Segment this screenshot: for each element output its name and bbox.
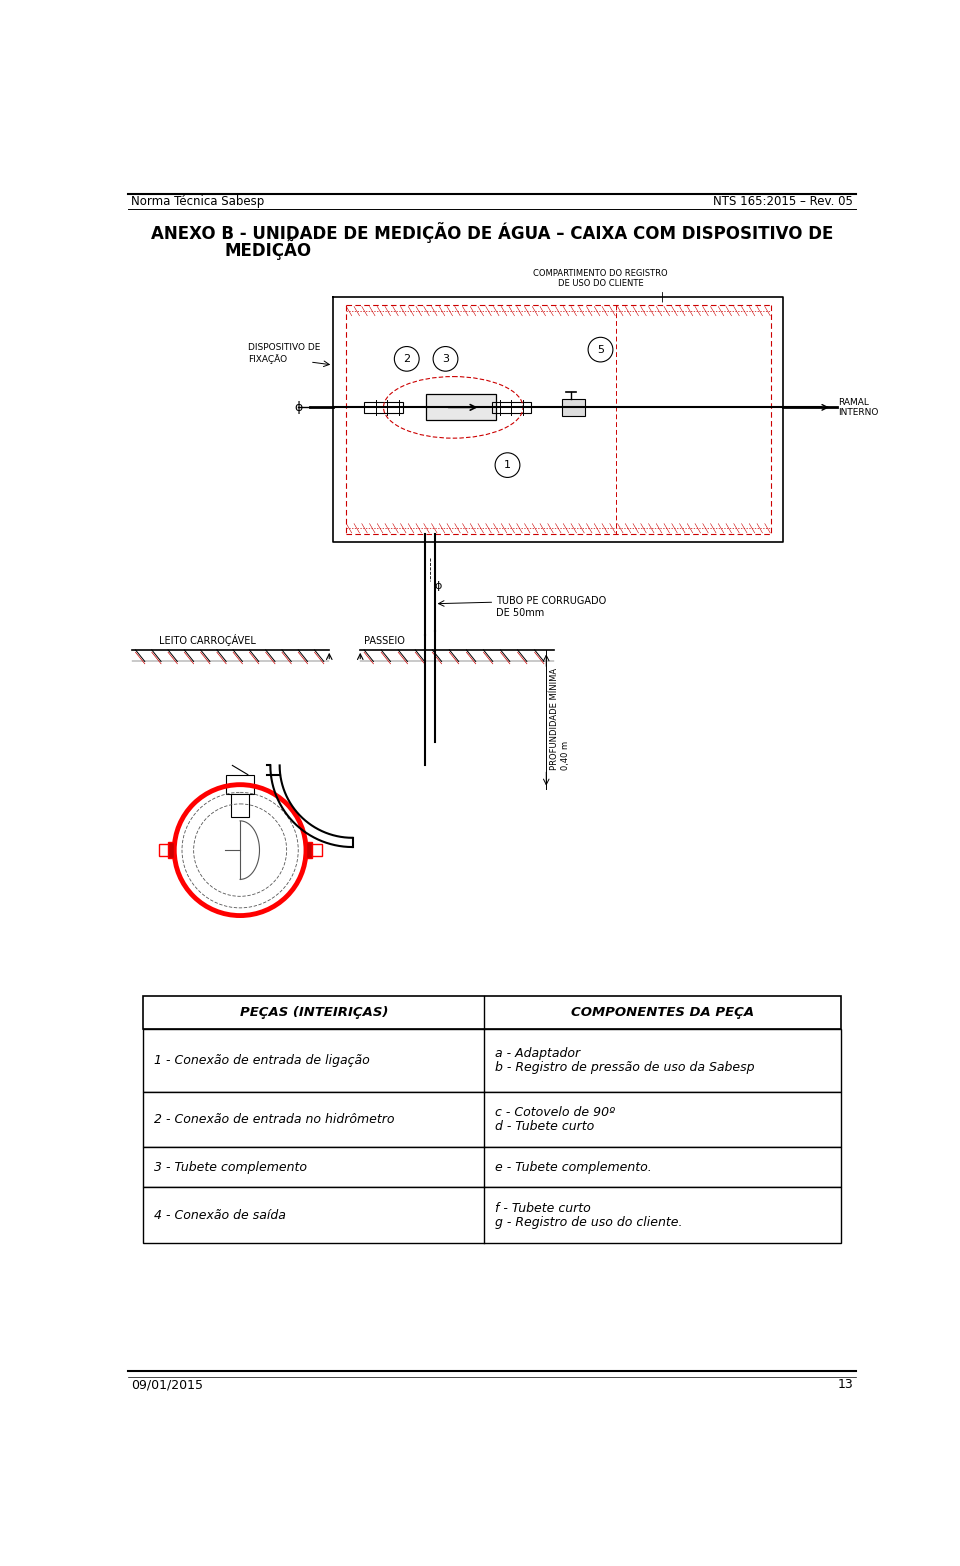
- Text: 1 - Conexão de entrada de ligação: 1 - Conexão de entrada de ligação: [155, 1054, 370, 1066]
- Bar: [312, 844, 322, 857]
- Bar: [143, 1092, 841, 1148]
- Text: b - Registro de pressão de uso da Sabesp: b - Registro de pressão de uso da Sabesp: [495, 1060, 755, 1074]
- Bar: [143, 996, 841, 1029]
- Text: g - Registro de uso do cliente.: g - Registro de uso do cliente.: [495, 1215, 683, 1229]
- Bar: [168, 843, 175, 858]
- Text: a - Adaptador: a - Adaptador: [495, 1048, 580, 1060]
- Text: DISPOSITIVO DE
FIXAÇÃO: DISPOSITIVO DE FIXAÇÃO: [248, 343, 321, 363]
- Text: 4 - Conexão de saída: 4 - Conexão de saída: [155, 1209, 286, 1221]
- Text: d - Tubete curto: d - Tubete curto: [495, 1120, 594, 1134]
- Text: e - Tubete complemento.: e - Tubete complemento.: [495, 1160, 652, 1174]
- Bar: [158, 844, 168, 857]
- Bar: [227, 775, 254, 794]
- Text: COMPARTIMENTO DO REGISTRO
DE USO DO CLIENTE: COMPARTIMENTO DO REGISTRO DE USO DO CLIE…: [533, 269, 668, 288]
- Text: 1: 1: [504, 460, 511, 470]
- Bar: [143, 1029, 841, 1092]
- Text: ANEXO B - UNIDADE DE MEDIÇÃO DE ÁGUA – CAIXA COM DISPOSITIVO DE: ANEXO B - UNIDADE DE MEDIÇÃO DE ÁGUA – C…: [151, 222, 833, 243]
- Bar: [492, 402, 531, 413]
- Text: 2: 2: [403, 354, 410, 363]
- Text: 5: 5: [597, 345, 604, 354]
- Text: MEDIÇÃO: MEDIÇÃO: [225, 240, 312, 260]
- Text: $\mathsf{\phi}$: $\mathsf{\phi}$: [294, 399, 303, 417]
- Text: 13: 13: [837, 1378, 853, 1391]
- Bar: [426, 395, 496, 420]
- Text: NTS 165:2015 – Rev. 05: NTS 165:2015 – Rev. 05: [713, 196, 853, 208]
- Text: TUBO PE CORRUGADO
DE 50mm: TUBO PE CORRUGADO DE 50mm: [496, 597, 606, 617]
- Text: f - Tubete curto: f - Tubete curto: [495, 1201, 590, 1215]
- Bar: [306, 843, 312, 858]
- Text: Norma Técnica Sabesp: Norma Técnica Sabesp: [131, 196, 264, 208]
- Text: PROFUNDIDADE MÍNIMA
0,40 m: PROFUNDIDADE MÍNIMA 0,40 m: [550, 669, 569, 770]
- Text: 3 - Tubete complemento: 3 - Tubete complemento: [155, 1160, 307, 1174]
- Text: COMPONENTES DA PEÇA: COMPONENTES DA PEÇA: [571, 1005, 754, 1019]
- Text: 2 - Conexão de entrada no hidrômetro: 2 - Conexão de entrada no hidrômetro: [155, 1113, 395, 1126]
- Text: $\mathsf{\phi}$: $\mathsf{\phi}$: [434, 579, 443, 594]
- Bar: [562, 399, 585, 417]
- Text: RAMAL
INTERNO: RAMAL INTERNO: [838, 398, 878, 417]
- Text: PEÇAS (INTEIRIÇAS): PEÇAS (INTEIRIÇAS): [240, 1005, 388, 1019]
- Text: 09/01/2015: 09/01/2015: [131, 1378, 203, 1391]
- Bar: [143, 1187, 841, 1243]
- Text: c - Cotovelo de 90º: c - Cotovelo de 90º: [495, 1106, 615, 1120]
- Text: LEITO CARROÇÁVEL: LEITO CARROÇÁVEL: [158, 634, 255, 647]
- Text: 3: 3: [442, 354, 449, 363]
- Bar: [143, 1148, 841, 1187]
- Text: PASSEIO: PASSEIO: [364, 636, 405, 647]
- Bar: [364, 402, 403, 413]
- Bar: [230, 794, 250, 817]
